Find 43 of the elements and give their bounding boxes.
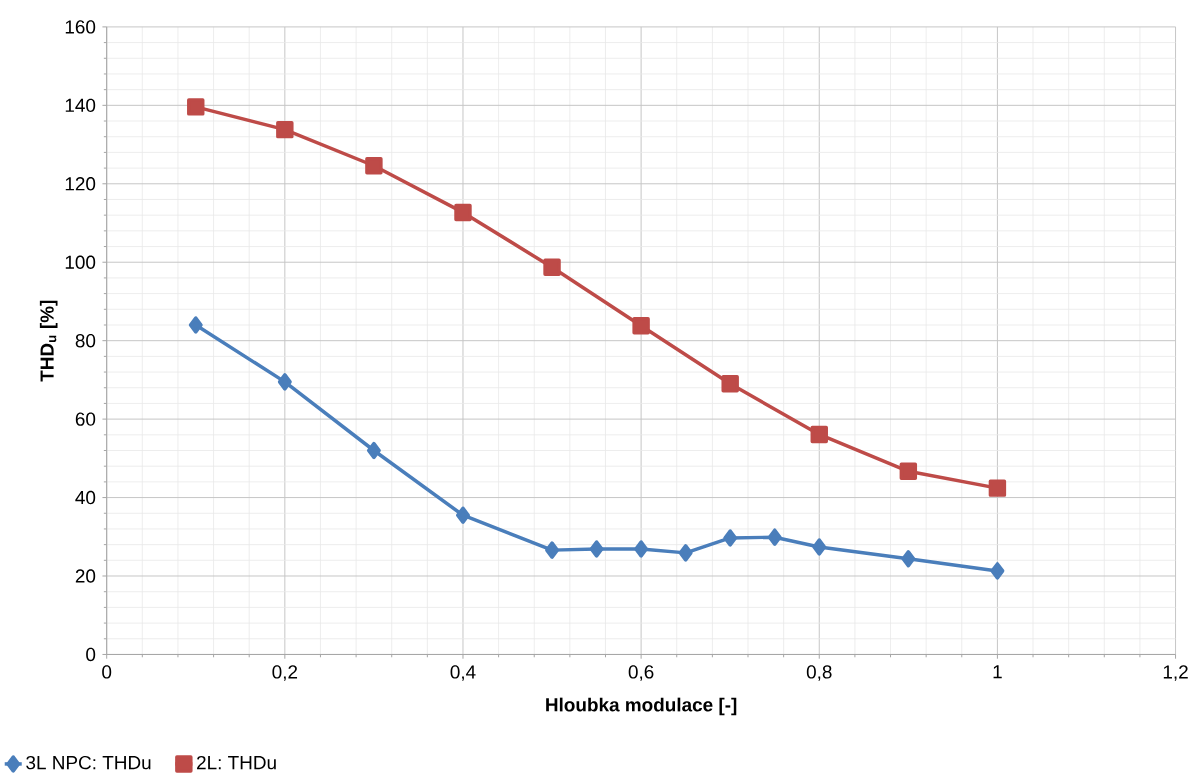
- point: [543, 258, 561, 277]
- x-tick-label: 0: [102, 665, 112, 679]
- y-axis-title: THD$_{u}$ [%]: [39, 300, 58, 382]
- point: [899, 462, 918, 481]
- point: [721, 375, 739, 393]
- point: [454, 203, 472, 222]
- y-tick-label: 100: [65, 255, 96, 269]
- point: [723, 529, 738, 547]
- legend-label: 3L NPC: THDu: [26, 755, 151, 770]
- point: [456, 506, 470, 524]
- x-tick-label: 1: [993, 665, 1002, 679]
- y-tick-label: 160: [65, 20, 96, 34]
- y-tick-label: 0: [86, 647, 96, 662]
- x-tick-label: 0,6: [628, 665, 654, 681]
- y-tick-label: 140: [65, 98, 96, 113]
- point: [366, 441, 381, 460]
- point: [277, 373, 292, 391]
- y-tick-label: 80: [75, 333, 96, 348]
- point: [678, 544, 693, 562]
- point: [810, 425, 828, 444]
- point: [634, 540, 649, 558]
- x-tick-label: 0,4: [450, 665, 476, 681]
- point: [589, 540, 604, 558]
- x-tick-label: 1,2: [1163, 665, 1188, 681]
- y-tick-label: 40: [75, 490, 96, 505]
- point: [632, 317, 650, 335]
- point: [767, 528, 782, 546]
- x-axis-title: Hloubka modulace [-]: [546, 697, 737, 716]
- point: [188, 316, 203, 334]
- point: [545, 541, 560, 559]
- y-tick-label: 20: [75, 569, 96, 583]
- point: [901, 550, 916, 568]
- point: [988, 479, 1007, 497]
- legend-label: 2L: THDu: [197, 755, 276, 770]
- point: [276, 120, 294, 139]
- point: [990, 562, 1005, 580]
- x-tick-label: 0,8: [806, 665, 832, 681]
- y-tick-label: 60: [75, 412, 96, 426]
- point: [365, 157, 383, 175]
- point: [812, 538, 827, 556]
- point: [187, 98, 205, 116]
- y-tick-label: 120: [65, 177, 96, 191]
- x-tick-label: 0,2: [272, 665, 298, 681]
